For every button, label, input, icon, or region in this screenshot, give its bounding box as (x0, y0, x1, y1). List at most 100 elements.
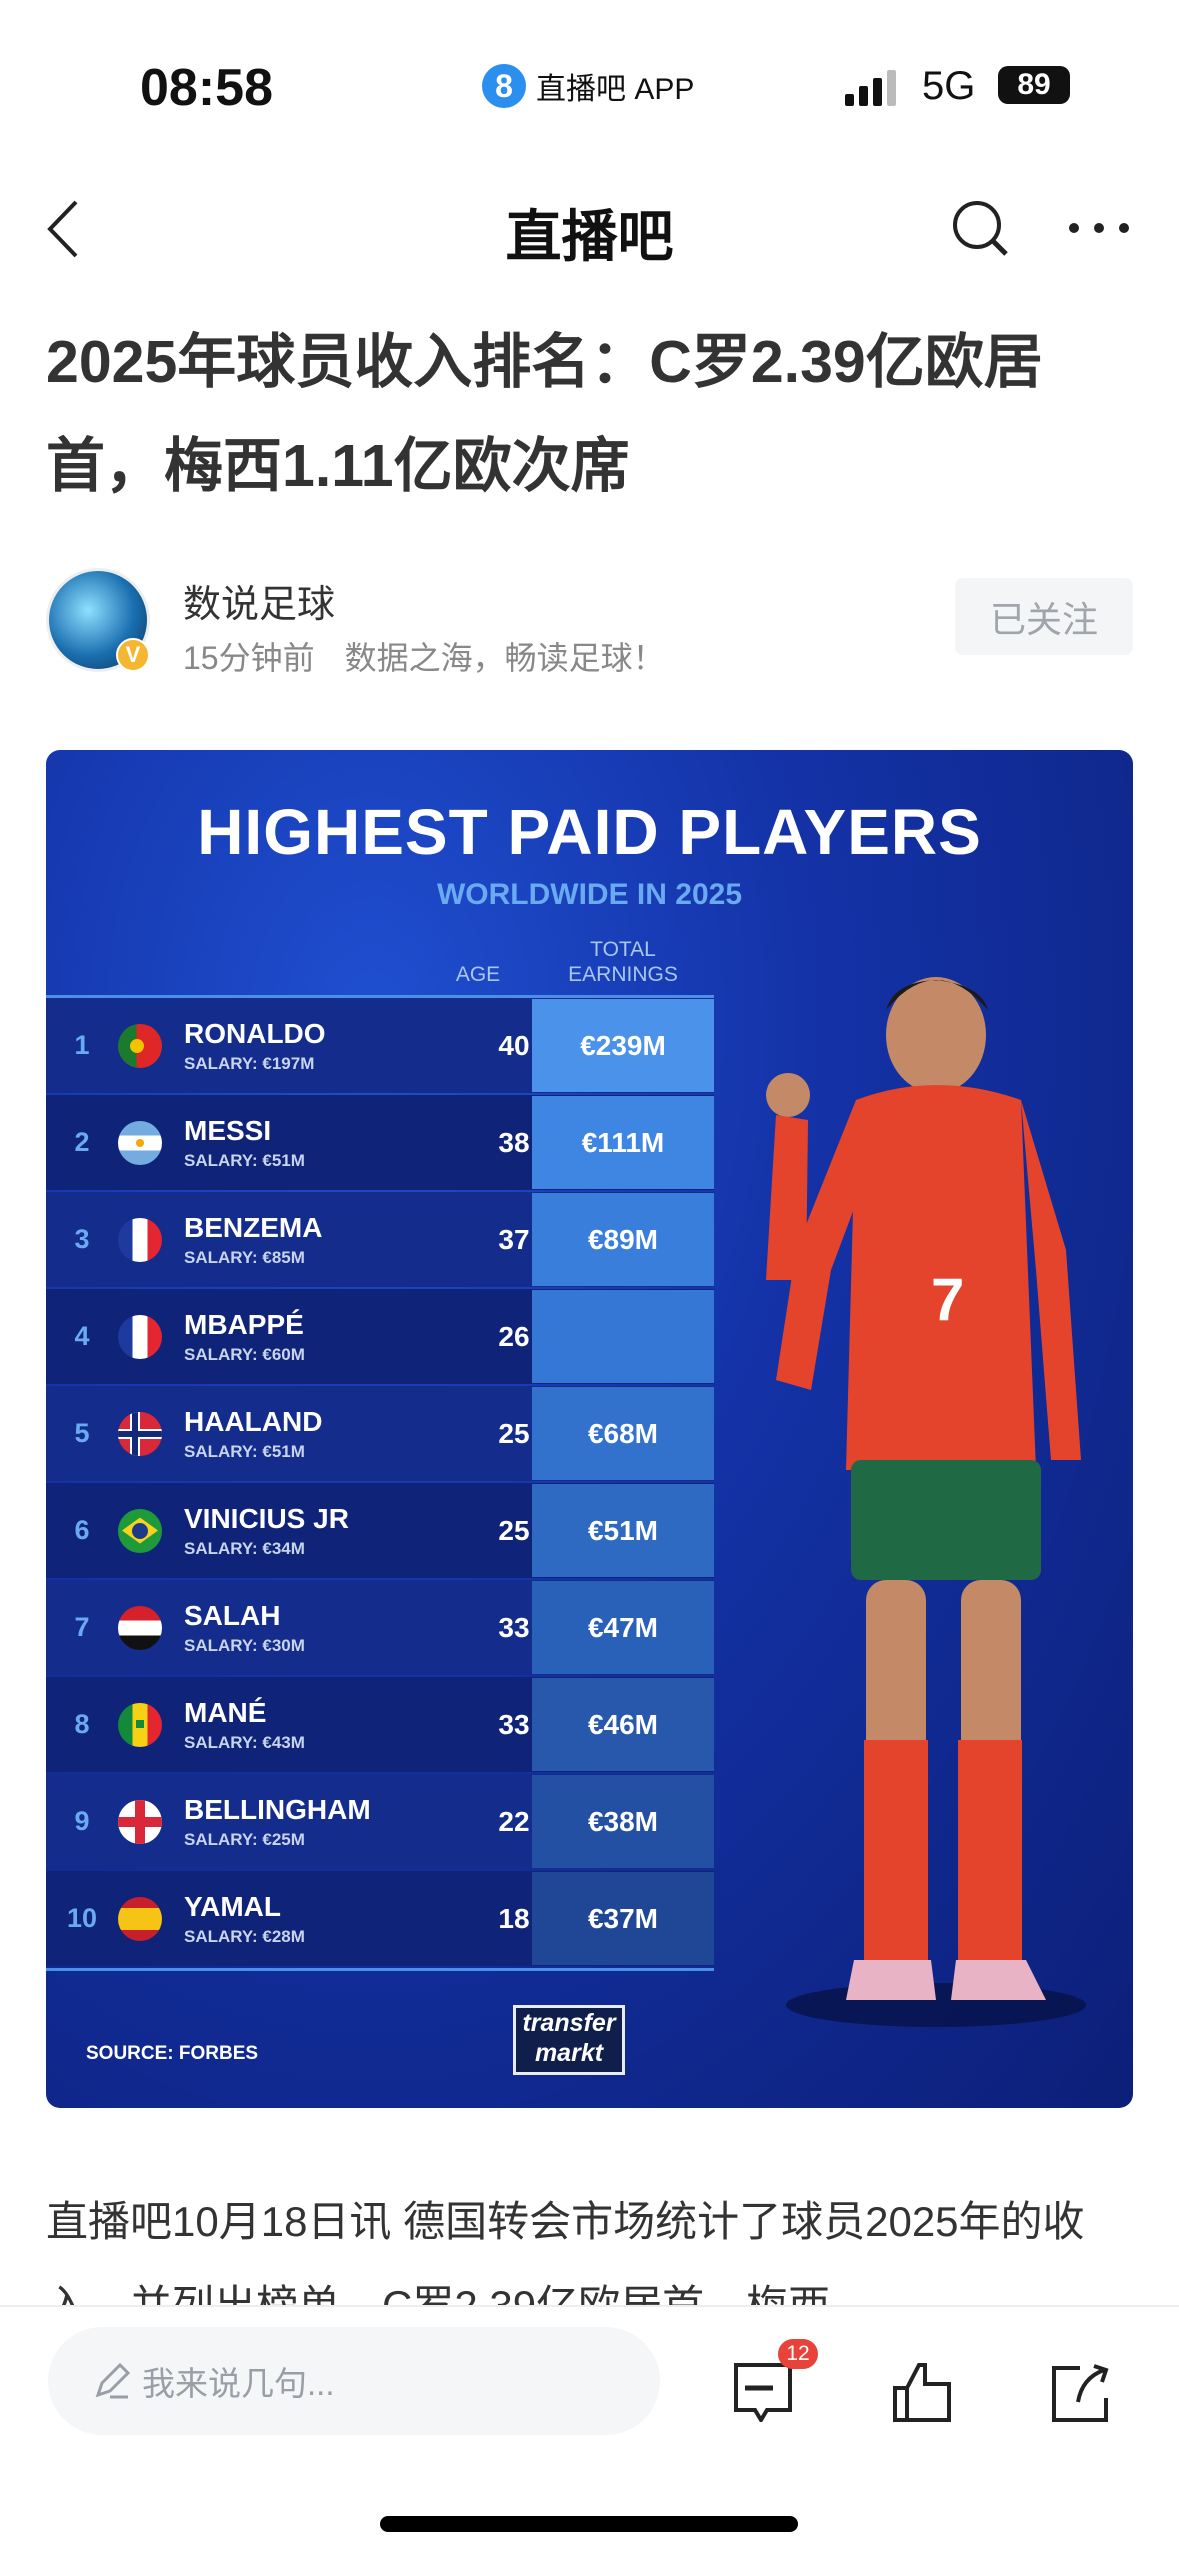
column-header-total-line2: EARNINGS (568, 963, 678, 986)
player-salary: SALARY: €197M (184, 1053, 315, 1073)
verified-badge-icon: V (116, 638, 150, 672)
rank: 8 (74, 1709, 90, 1739)
flag-spain-icon (118, 1896, 162, 1941)
total-earnings: €47M (532, 1581, 714, 1674)
table-row: 7 SALAH SALARY: €30M 33 €47M (46, 1580, 714, 1675)
pencil-icon (95, 2362, 131, 2399)
table-row: 4 MBAPPÉ SALARY: €60M 26 (46, 1289, 714, 1384)
nav-title: 直播吧 (505, 205, 674, 268)
author-bio: 数据之海，畅读足球！ (344, 640, 665, 676)
total-earnings: €68M (532, 1387, 714, 1480)
total-earnings: €239M (532, 999, 714, 1092)
player-age: 22 (498, 1805, 530, 1837)
player-name-cell: RONALDO SALARY: €197M (184, 1018, 454, 1074)
player-salary: SALARY: €34M (184, 1538, 305, 1558)
table-row: 9 BELLINGHAM SALARY: €25M 22 €38M (46, 1774, 714, 1869)
home-indicator[interactable] (380, 2516, 798, 2532)
player-salary: SALARY: €85M (184, 1247, 305, 1267)
chevron-left-icon[interactable] (44, 198, 84, 260)
player-name-cell: MESSI SALARY: €51M (184, 1115, 454, 1171)
flag-senegal-icon (118, 1702, 162, 1747)
search-icon[interactable] (950, 198, 1012, 260)
network-type: 5G (922, 64, 976, 108)
rank: 10 (66, 1903, 98, 1933)
player-age: 25 (498, 1514, 530, 1546)
flag-argentina-icon (118, 1120, 162, 1165)
rank: 4 (74, 1321, 90, 1351)
player-name-cell: MBAPPÉ SALARY: €60M (184, 1309, 454, 1365)
author-name[interactable]: 数说足球 (183, 584, 336, 626)
player-name-cell: BENZEMA SALARY: €85M (184, 1212, 454, 1268)
player-age: 40 (498, 1029, 530, 1061)
player-salary: SALARY: €60M (184, 1344, 305, 1364)
logo-text-line2: markt (534, 2039, 604, 2067)
player-name: MESSI (184, 1114, 272, 1146)
rank: 7 (74, 1612, 90, 1642)
logo-text-line1: transfer (522, 2009, 616, 2037)
jersey-number: 7 (931, 1266, 964, 1333)
comment-count-badge: 12 (778, 2339, 818, 2369)
table-row: 1 RONALDO SALARY: €197M 40 €239M (46, 998, 714, 1093)
flag-france-icon (118, 1217, 162, 1262)
player-salary: SALARY: €51M (184, 1441, 305, 1461)
player-age: 37 (498, 1223, 530, 1255)
player-age: 26 (498, 1320, 530, 1352)
player-age: 18 (498, 1902, 530, 1934)
comment-placeholder: 我来说几句... (142, 2365, 335, 2402)
share-icon[interactable] (1050, 2362, 1110, 2422)
flag-england-icon (118, 1799, 162, 1844)
player-name-cell: YAMAL SALARY: €28M (184, 1891, 454, 1947)
flag-france-icon (118, 1314, 162, 1359)
source-label: SOURCE: FORBES (86, 2043, 259, 2064)
player-age: 33 (498, 1708, 530, 1740)
author-meta: 15分钟前 数据之海，畅读足球！ (183, 633, 665, 679)
total-earnings: €38M (532, 1775, 714, 1868)
table-row: 8 MANÉ SALARY: €43M 33 €46M (46, 1677, 714, 1772)
player-salary: SALARY: €28M (184, 1926, 305, 1946)
rank: 9 (74, 1806, 90, 1836)
player-name-cell: MANÉ SALARY: €43M (184, 1697, 454, 1753)
comment-icon[interactable] (733, 2362, 793, 2422)
table-row: 3 BENZEMA SALARY: €85M 37 €89M (46, 1192, 714, 1287)
app-indicator-label: 直播吧 APP (536, 73, 695, 106)
player-name: RONALDO (184, 1017, 326, 1049)
rank: 6 (74, 1515, 90, 1545)
more-icon[interactable] (1065, 218, 1135, 238)
rank: 5 (74, 1418, 90, 1448)
table-top-rule (46, 995, 714, 998)
rank: 3 (74, 1224, 90, 1254)
player-salary: SALARY: €51M (184, 1150, 305, 1170)
comment-input[interactable]: 我来说几句... (48, 2327, 660, 2435)
table-row: 6 VINICIUS JR SALARY: €34M 25 €51M (46, 1483, 714, 1578)
player-age: 33 (498, 1611, 530, 1643)
app-indicator[interactable]: 8 直播吧 APP (482, 64, 694, 108)
player-age: 38 (498, 1126, 530, 1158)
infographic-image[interactable]: HIGHEST PAID PLAYERS WORLDWIDE IN 2025 A… (46, 750, 1133, 2108)
column-header-total: TOTAL EARNINGS (532, 937, 714, 987)
follow-button[interactable]: 已关注 (955, 578, 1133, 655)
bottom-action-bar: 我来说几句... 12 (0, 2305, 1179, 2556)
player-name: VINICIUS JR (184, 1502, 349, 1534)
article-headline: 2025年球员收入排名：C罗2.39亿欧居首，梅西1.11亿欧次席 (46, 329, 1043, 499)
player-name-cell: BELLINGHAM SALARY: €25M (184, 1794, 454, 1850)
thumbs-up-icon[interactable] (892, 2362, 952, 2422)
table-row: 5 HAALAND SALARY: €51M 25 €68M (46, 1386, 714, 1481)
total-earnings: €46M (532, 1678, 714, 1771)
column-header-total-line1: TOTAL (590, 938, 656, 961)
total-earnings: €51M (532, 1484, 714, 1577)
status-time: 08:58 (140, 59, 273, 117)
player-name: MBAPPÉ (184, 1308, 304, 1340)
total-earnings: €37M (532, 1872, 714, 1965)
total-earnings (532, 1290, 714, 1383)
column-header-age: AGE (455, 963, 501, 986)
player-name: BENZEMA (184, 1211, 323, 1243)
flag-egypt-icon (118, 1605, 162, 1650)
player-name: SALAH (184, 1599, 281, 1631)
battery-icon: 89 (998, 66, 1070, 104)
player-salary: SALARY: €25M (184, 1829, 305, 1849)
player-name-cell: VINICIUS JR SALARY: €34M (184, 1503, 454, 1559)
player-name: YAMAL (184, 1890, 281, 1922)
player-age: 25 (498, 1417, 530, 1449)
player-name: HAALAND (184, 1405, 323, 1437)
infographic-subtitle: WORLDWIDE IN 2025 (436, 878, 743, 911)
